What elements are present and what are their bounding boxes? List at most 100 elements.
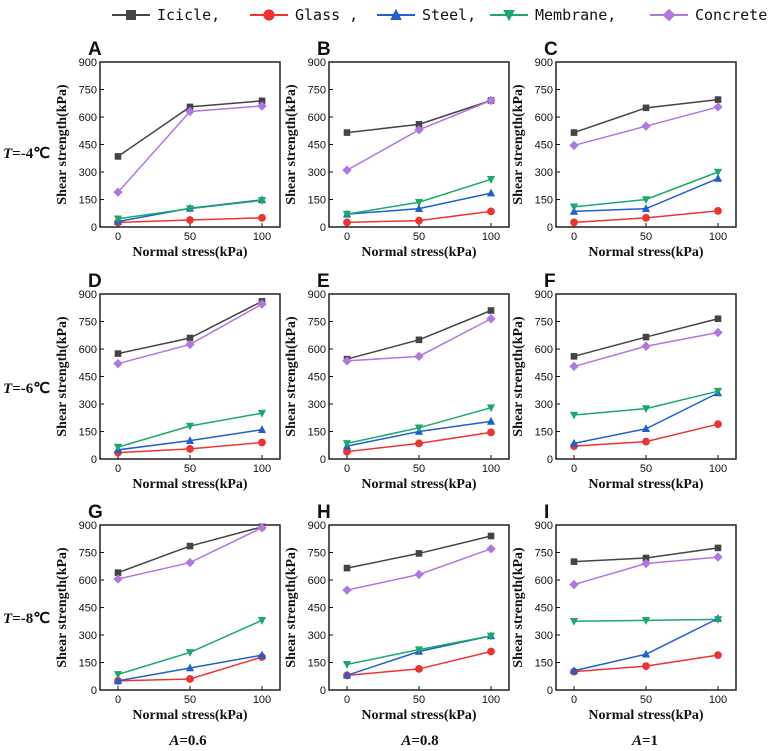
data-point-glass	[415, 216, 423, 225]
y-tick-label: 750	[79, 85, 97, 97]
data-point-membrane	[185, 422, 195, 431]
y-tick-label: 0	[320, 222, 326, 234]
data-point-membrane	[713, 387, 723, 396]
x-tick-label: 100	[709, 231, 727, 243]
y-tick-label: 150	[308, 427, 326, 439]
x-tick-label: 50	[413, 694, 425, 706]
series-concrete	[113, 299, 267, 369]
panel-letter: H	[317, 502, 331, 523]
data-point-steel	[641, 649, 651, 658]
panel-letter: C	[544, 39, 558, 60]
data-point-concrete	[641, 558, 651, 569]
x-tick-label: 100	[482, 463, 500, 475]
x-tick-label: 0	[571, 231, 577, 243]
data-point-glass	[186, 675, 194, 683]
series-membrane	[113, 617, 267, 679]
y-tick-label: 600	[79, 575, 97, 587]
y-axis-title: Shear strength(kPa)	[55, 84, 70, 205]
series-concrete	[342, 314, 496, 366]
x-tick-label: 50	[184, 694, 196, 706]
y-tick-label: 150	[535, 427, 553, 439]
col-label-area: A=0.8	[400, 733, 438, 749]
data-point-membrane	[641, 196, 651, 204]
x-tick-label: 0	[344, 231, 350, 243]
data-point-steel	[641, 424, 651, 433]
data-point-icicle	[642, 554, 650, 562]
series-icicle	[570, 544, 722, 565]
y-tick-label: 900	[308, 57, 326, 69]
data-point-concrete	[113, 574, 123, 584]
x-axis-title: Normal stress(kPa)	[132, 245, 248, 260]
series-glass	[343, 647, 495, 680]
panel-letter: B	[317, 39, 331, 60]
data-point-membrane	[257, 617, 267, 625]
y-tick-label: 900	[79, 57, 97, 69]
y-tick-label: 600	[308, 344, 326, 356]
x-axis-title: Normal stress(kPa)	[588, 477, 704, 492]
data-point-steel	[713, 173, 723, 182]
data-point-glass	[642, 437, 650, 446]
data-point-glass	[258, 438, 266, 447]
col-label-area: A=0.6	[168, 733, 207, 749]
row-label-variable: T	[3, 146, 13, 162]
panel-e: 0 150 300 450 600 750 900 0 50 100 E Normal stress(…	[284, 271, 510, 492]
series-concrete	[113, 523, 267, 584]
col-label-variable: A	[631, 733, 642, 749]
x-axis-title: Normal stress(kPa)	[361, 477, 477, 492]
x-tick-label: 0	[115, 231, 121, 243]
series-membrane	[342, 632, 496, 669]
series-line-concrete	[117, 527, 263, 580]
data-point-icicle	[642, 333, 650, 341]
x-tick-label: 0	[571, 463, 577, 475]
y-tick-label: 300	[79, 399, 97, 411]
y-tick-label: 750	[79, 317, 97, 329]
data-point-concrete	[113, 358, 123, 369]
data-point-concrete	[713, 552, 723, 562]
x-tick-label: 100	[253, 694, 271, 706]
y-tick-label: 0	[91, 454, 97, 466]
panel-a: 0 150 300 450 600 750 900 0 50 100 A Normal stress(…	[55, 39, 281, 260]
y-tick-label: 750	[535, 548, 553, 560]
y-tick-label: 900	[308, 289, 326, 301]
col-label-value: =0.6	[179, 733, 207, 749]
data-point-concrete	[185, 557, 195, 568]
x-tick-label: 0	[344, 694, 350, 706]
data-point-icicle	[487, 532, 495, 540]
y-tick-label: 450	[79, 372, 97, 384]
y-tick-label: 300	[535, 630, 553, 642]
plot-frame	[555, 293, 737, 460]
data-point-membrane	[569, 203, 579, 212]
data-point-membrane	[713, 168, 723, 177]
y-axis-title: Shear strength(kPa)	[511, 547, 526, 668]
data-point-concrete	[641, 341, 651, 351]
data-point-membrane	[569, 411, 579, 420]
series-icicle	[570, 96, 722, 136]
y-axis-title: Shear strength(kPa)	[55, 316, 70, 437]
y-tick-label: 300	[308, 167, 326, 179]
series-membrane	[342, 404, 496, 448]
y-tick-label: 0	[320, 685, 326, 697]
y-tick-label: 300	[79, 167, 97, 179]
series-membrane	[569, 616, 723, 626]
data-point-icicle	[343, 129, 351, 136]
y-axis-title: Shear strength(kPa)	[511, 316, 526, 437]
data-point-icicle	[114, 153, 122, 160]
data-point-icicle	[570, 129, 578, 136]
data-point-icicle	[487, 307, 495, 314]
y-tick-label: 300	[535, 399, 553, 411]
series-glass	[343, 428, 495, 456]
y-tick-label: 900	[535, 57, 553, 69]
y-tick-label: 600	[308, 112, 326, 124]
x-tick-label: 50	[640, 694, 652, 706]
data-point-membrane	[414, 424, 424, 433]
y-tick-label: 300	[308, 630, 326, 642]
y-tick-label: 450	[535, 140, 553, 152]
data-point-concrete	[569, 579, 579, 590]
data-point-steel	[569, 666, 579, 675]
data-point-membrane	[569, 617, 579, 626]
x-axis-title: Normal stress(kPa)	[132, 708, 248, 723]
series-membrane	[569, 168, 723, 212]
data-point-glass	[343, 447, 351, 456]
legend-label: Glass ,	[295, 6, 358, 24]
